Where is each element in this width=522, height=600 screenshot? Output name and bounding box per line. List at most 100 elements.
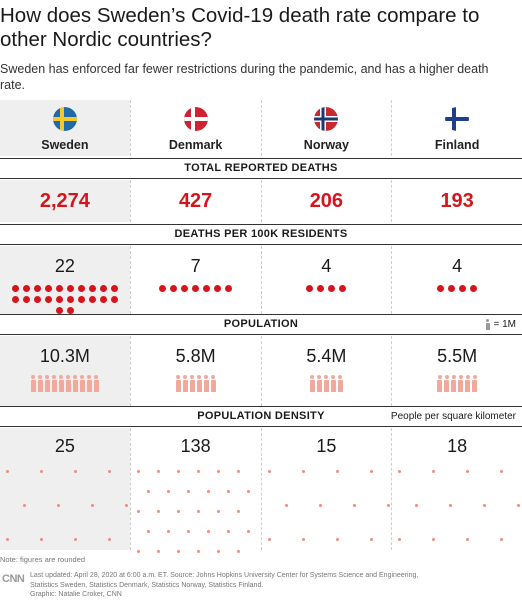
density-dots xyxy=(131,466,261,558)
death-dot xyxy=(225,285,233,292)
last-updated: Last updated: April 28, 2020 at 6:00 a.m… xyxy=(30,572,419,579)
country-name: Denmark xyxy=(168,138,223,152)
population-icons xyxy=(392,375,522,392)
density-dot xyxy=(226,530,230,533)
death-dots xyxy=(399,283,515,294)
density-dot xyxy=(284,504,288,507)
person-icon xyxy=(72,375,78,392)
total-deaths-value: 2,274 xyxy=(39,189,90,212)
country-column-norway: Norway xyxy=(260,100,392,156)
density-dot xyxy=(216,510,220,513)
deaths-per-100k-row: 22 7 4 4 xyxy=(0,246,522,314)
total-deaths-value: 427 xyxy=(178,189,213,212)
country-header-row: Sweden Denmark Norway xyxy=(0,100,522,156)
density-dots xyxy=(0,466,130,558)
death-dot xyxy=(44,296,52,303)
rate-cell-sweden: 22 xyxy=(0,246,130,314)
death-dot xyxy=(66,285,74,292)
density-dot xyxy=(335,538,339,541)
norway-flag-icon xyxy=(314,107,339,131)
population-value: 5.4M xyxy=(306,346,347,366)
page-subtitle: Sweden has enforced far fewer restrictio… xyxy=(0,62,489,92)
population-cell-denmark: 5.8M xyxy=(129,336,261,406)
density-dot xyxy=(196,510,200,513)
density-dot xyxy=(216,470,220,473)
death-dot xyxy=(306,285,314,292)
death-dot xyxy=(44,285,52,292)
person-icon xyxy=(330,375,336,392)
density-dot xyxy=(415,504,419,507)
population-icons xyxy=(131,375,261,392)
person-icon xyxy=(58,375,64,392)
death-dot xyxy=(99,296,107,303)
density-dot xyxy=(57,504,60,507)
death-dot xyxy=(459,285,467,292)
density-dot xyxy=(369,538,373,541)
death-dot xyxy=(110,285,118,292)
density-dot xyxy=(267,538,271,541)
person-icon xyxy=(30,375,36,392)
deaths-cell-norway: 206 xyxy=(260,180,392,222)
density-dots xyxy=(392,466,522,558)
density-dot xyxy=(226,490,230,493)
density-dot xyxy=(318,504,322,507)
population-cell-sweden: 10.3M xyxy=(0,336,130,406)
finland-flag-icon xyxy=(445,107,470,131)
sweden-flag-icon xyxy=(52,107,77,131)
density-dot xyxy=(74,470,77,473)
density-dot xyxy=(166,490,170,493)
deaths-per-100k-value: 22 xyxy=(54,256,75,276)
density-dot xyxy=(23,504,26,507)
density-dot xyxy=(156,470,160,473)
footnote: Note: figures are rounded xyxy=(0,555,86,564)
death-dots xyxy=(138,283,254,294)
density-dot xyxy=(186,490,190,493)
density-dot xyxy=(449,504,453,507)
density-dot xyxy=(40,538,43,541)
rate-cell-norway: 4 xyxy=(260,246,392,314)
density-dot xyxy=(186,530,190,533)
person-icon xyxy=(437,375,443,392)
density-dot xyxy=(136,470,140,473)
death-dot xyxy=(110,296,118,303)
density-dot xyxy=(166,530,170,533)
section-header-deaths-per-100k: DEATHS PER 100K RESIDENTS xyxy=(0,224,522,245)
sources: Statistics Sweden, Statistics Denmark, S… xyxy=(30,581,264,589)
density-dot xyxy=(432,538,436,541)
country-column-sweden: Sweden xyxy=(0,100,130,156)
density-dot xyxy=(91,504,94,507)
country-column-finland: Finland xyxy=(391,100,522,156)
person-icon xyxy=(203,375,209,392)
density-dot xyxy=(236,510,240,513)
death-dot xyxy=(470,285,478,292)
person-icon xyxy=(458,375,464,392)
density-cell-norway: 15 xyxy=(260,428,392,550)
total-deaths-value: 206 xyxy=(309,189,344,212)
rate-cell-finland: 4 xyxy=(391,246,522,314)
country-name: Finland xyxy=(434,138,480,152)
section-title: POPULATION xyxy=(223,318,299,330)
density-dot xyxy=(136,510,140,513)
death-dot xyxy=(33,285,41,292)
density-dot xyxy=(206,530,210,533)
death-dot xyxy=(11,296,19,303)
density-dot xyxy=(156,510,160,513)
density-dot xyxy=(6,538,9,541)
person-icon xyxy=(485,319,490,330)
density-dot xyxy=(246,490,250,493)
density-dot xyxy=(500,538,504,541)
density-dot xyxy=(466,470,470,473)
density-dots xyxy=(262,466,392,558)
death-dot xyxy=(22,285,30,292)
section-title: TOTAL REPORTED DEATHS xyxy=(184,162,338,174)
person-icon xyxy=(472,375,478,392)
density-dot xyxy=(352,504,356,507)
population-value: 5.5M xyxy=(437,346,478,366)
section-header-density: POPULATION DENSITY People per square kil… xyxy=(0,406,522,427)
death-dots xyxy=(7,283,123,316)
density-dot xyxy=(386,504,390,507)
density-dot xyxy=(267,470,271,473)
density-cell-denmark: 138 xyxy=(129,428,261,553)
section-header-total-deaths: TOTAL REPORTED DEATHS xyxy=(0,158,522,179)
density-dot xyxy=(156,550,160,553)
